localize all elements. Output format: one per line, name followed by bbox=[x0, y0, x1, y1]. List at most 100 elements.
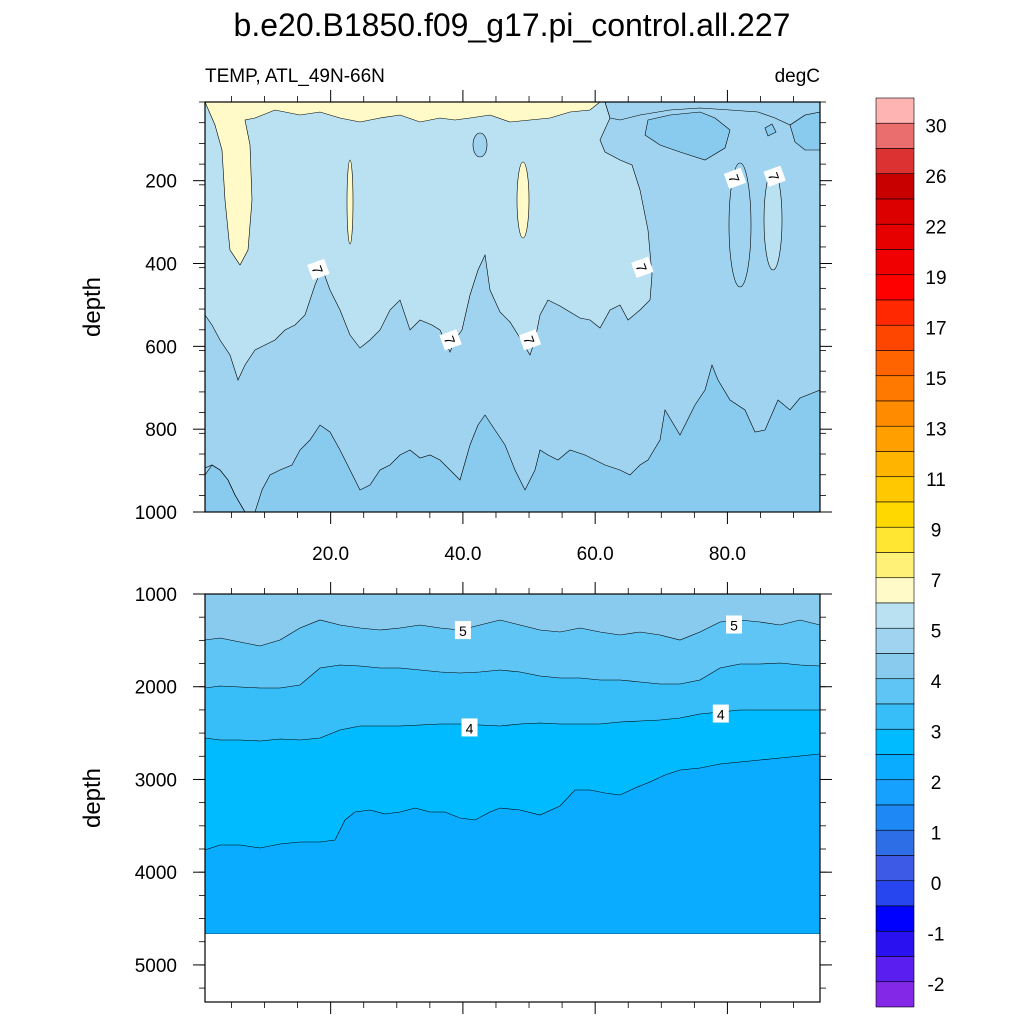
contour-label: 7 bbox=[631, 256, 654, 278]
colorbar-swatch bbox=[875, 526, 915, 553]
upper-contour-fills bbox=[205, 102, 820, 512]
colorbar-swatch bbox=[875, 324, 915, 351]
upper-fill-7to9 bbox=[205, 102, 653, 381]
y-tick-label: 4000 bbox=[135, 863, 177, 884]
colorbar-label: 13 bbox=[925, 420, 946, 441]
colorbar-swatch bbox=[875, 703, 915, 730]
colorbar-swatch bbox=[875, 350, 915, 377]
colorbar-swatch bbox=[875, 829, 915, 856]
colorbar-swatch bbox=[875, 754, 915, 781]
colorbar-swatch bbox=[875, 97, 915, 124]
lower-ylabel: depth bbox=[79, 768, 106, 828]
lower-contour-fills bbox=[205, 594, 820, 1002]
colorbar-swatch bbox=[875, 602, 915, 629]
colorbar-label: 0 bbox=[931, 874, 942, 895]
upper-fill-5to6-patch-a bbox=[644, 111, 731, 161]
contour-label: 4 bbox=[461, 718, 478, 737]
colorbar-label: 2 bbox=[931, 773, 942, 794]
colorbar-swatch bbox=[875, 400, 915, 427]
colorbar-swatch bbox=[875, 678, 915, 705]
contour-label-box bbox=[439, 329, 462, 351]
colorbar-label: 4 bbox=[931, 672, 942, 693]
colorbar-label: 19 bbox=[925, 268, 946, 289]
upper-ylabel: depth bbox=[79, 277, 106, 337]
colorbar-label: 11 bbox=[926, 470, 946, 491]
contour-label: 4 bbox=[712, 704, 729, 723]
chart-title: b.e20.B1850.f09_g17.pi_control.all.227 bbox=[234, 7, 791, 43]
colorbar-swatch bbox=[875, 653, 915, 680]
colorbar-label: 5 bbox=[931, 622, 942, 643]
colorbar-label: -2 bbox=[928, 975, 945, 996]
y-tick-label: 200 bbox=[145, 172, 177, 193]
contour-label: 7 bbox=[763, 165, 786, 187]
colorbar-swatch bbox=[875, 930, 915, 957]
colorbar-swatch bbox=[875, 451, 915, 478]
upper-fill-9to11-b bbox=[346, 159, 354, 245]
colorbar-swatch bbox=[875, 779, 915, 806]
colorbar-label: 7 bbox=[931, 571, 942, 592]
contour-label-text: 5 bbox=[730, 618, 738, 634]
colorbar-swatch bbox=[875, 299, 915, 326]
upper-fill-6to7-right-block bbox=[604, 102, 820, 126]
colorbar-swatch bbox=[875, 476, 915, 503]
colorbar-label: 17 bbox=[925, 319, 946, 340]
contour-label-text: 4 bbox=[466, 720, 474, 736]
y-tick-label: 400 bbox=[145, 255, 177, 276]
colorbar-swatch bbox=[875, 552, 915, 579]
contour-label-box bbox=[454, 621, 471, 640]
lower-empty-seafloor bbox=[205, 934, 820, 1002]
colorbar-swatch bbox=[875, 375, 915, 402]
contour-label-box bbox=[723, 167, 747, 189]
contour-label: 5 bbox=[726, 615, 743, 634]
contour-label-box bbox=[712, 704, 729, 723]
lower-plot-frame bbox=[204, 593, 821, 1003]
colorbar-label: 3 bbox=[931, 723, 942, 744]
contour-label-box bbox=[763, 165, 786, 187]
colorbar-label: 30 bbox=[925, 117, 946, 138]
y-tick-label: 5000 bbox=[135, 956, 177, 977]
colorbar-swatch bbox=[875, 198, 915, 225]
upper-fill-7to9-island bbox=[472, 132, 488, 158]
contour-label-box bbox=[461, 718, 478, 737]
colorbar-swatch bbox=[875, 855, 915, 882]
y-tick-label: 800 bbox=[145, 420, 177, 441]
colorbar-swatch bbox=[875, 981, 915, 1008]
y-tick-label: 3000 bbox=[135, 770, 177, 791]
colorbar-swatch bbox=[875, 501, 915, 528]
contour-label: 7 bbox=[439, 329, 462, 351]
colorbar-swatch bbox=[875, 577, 915, 604]
contour-label: 7 bbox=[518, 329, 542, 351]
upper-fill-9to11-c bbox=[516, 161, 530, 239]
contour-label-text: 4 bbox=[717, 707, 725, 723]
y-tick-label: 2000 bbox=[135, 678, 177, 699]
upper-plot-frame bbox=[204, 101, 821, 513]
y-tick-label: 600 bbox=[145, 337, 177, 358]
colorbar: 30 26 22 19 17 15 13 11 9 7 5 4 3 2 1 0 -1 -2 bbox=[875, 97, 947, 1008]
colorbar-label: -1 bbox=[928, 925, 945, 946]
colorbar-label: 22 bbox=[925, 218, 946, 239]
colorbar-swatch bbox=[875, 148, 915, 175]
upper-fill-6to7-island-a bbox=[728, 162, 752, 288]
upper-fill-5to6-patch-c bbox=[764, 123, 777, 137]
colorbar-swatch bbox=[875, 173, 915, 200]
colorbar-swatch bbox=[875, 249, 915, 276]
x-tick-label: 60.0 bbox=[577, 544, 614, 565]
x-tick-label: 80.0 bbox=[709, 544, 746, 565]
colorbar-swatch bbox=[875, 223, 915, 250]
upper-contour-5 bbox=[205, 464, 246, 512]
contour-label-box bbox=[307, 258, 330, 280]
contour-label-text: 5 bbox=[459, 623, 467, 639]
colorbar-swatch bbox=[875, 627, 915, 654]
colorbar-swatch bbox=[875, 880, 915, 907]
lower-panel: 1000 2000 3000 4000 5000 5 5 4 4 depth bbox=[79, 582, 832, 1014]
colorbar-swatch bbox=[875, 804, 915, 831]
colorbar-swatch bbox=[875, 122, 915, 149]
y-tick-label: 1000 bbox=[135, 585, 177, 606]
x-tick-label: 20.0 bbox=[312, 544, 349, 565]
colorbar-swatch bbox=[875, 425, 915, 452]
colorbar-label: 26 bbox=[925, 167, 946, 188]
lower-fill-2to3 bbox=[205, 753, 820, 935]
colorbar-label: 1 bbox=[931, 824, 942, 845]
